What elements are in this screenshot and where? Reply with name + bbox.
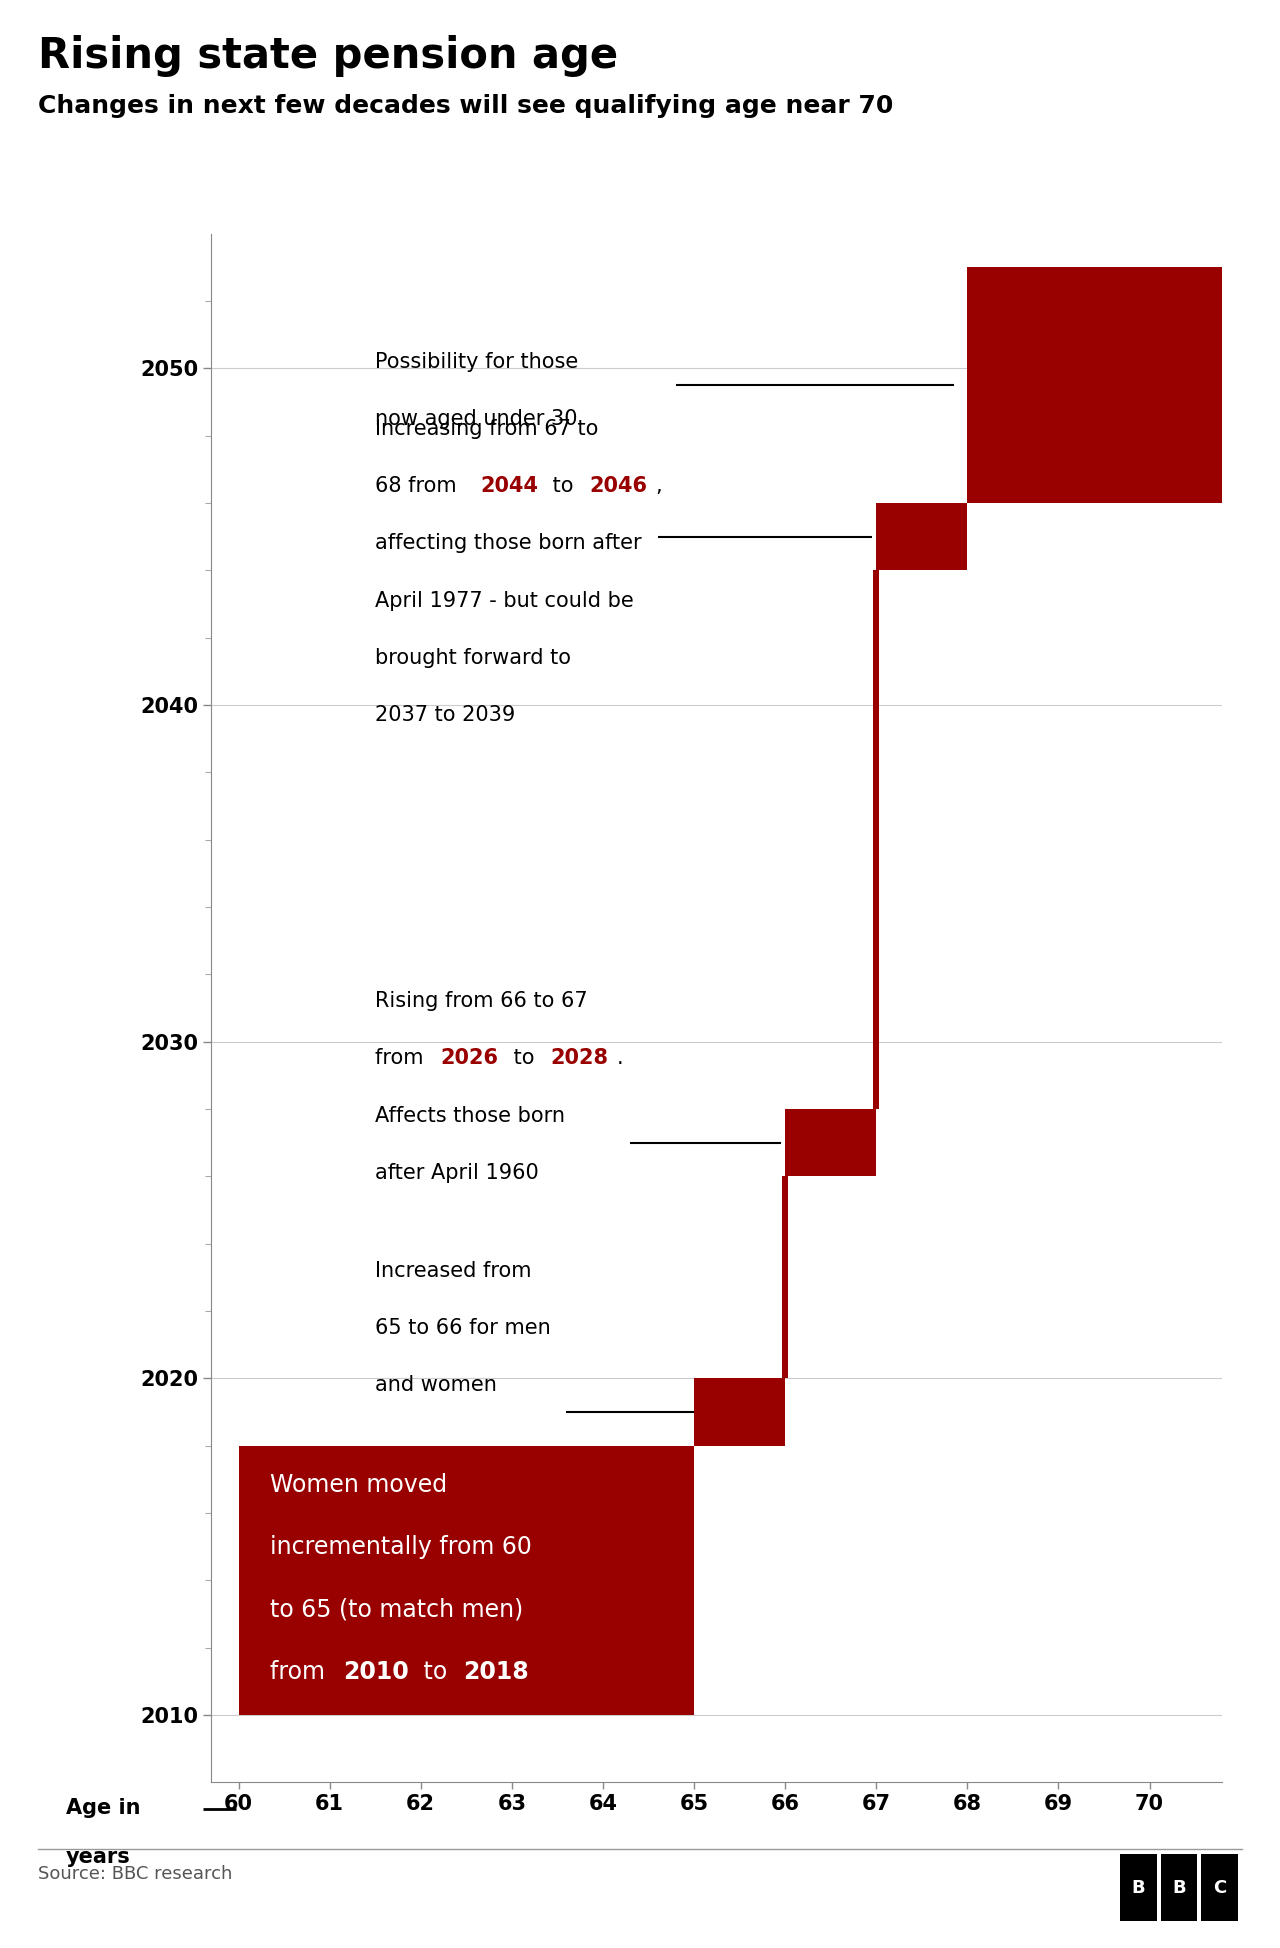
Text: Source: BBC research: Source: BBC research	[38, 1864, 233, 1884]
Text: 2010: 2010	[343, 1660, 410, 1683]
Text: to: to	[416, 1660, 454, 1683]
Bar	[782, 1177, 788, 1379]
Bar	[1120, 1854, 1157, 1921]
Text: brought forward to: brought forward to	[375, 649, 571, 668]
Text: 2026: 2026	[440, 1048, 499, 1069]
Text: affecting those born after: affecting those born after	[375, 534, 641, 553]
Text: from: from	[270, 1660, 333, 1683]
Text: Rising state pension age: Rising state pension age	[38, 35, 618, 78]
Bar	[238, 1445, 694, 1714]
Text: B: B	[1132, 1878, 1146, 1897]
Text: to: to	[507, 1048, 541, 1069]
Text: Possibility for those: Possibility for those	[375, 351, 579, 372]
Text: Changes in next few decades will see qualifying age near 70: Changes in next few decades will see qua…	[38, 94, 893, 117]
Text: Rising from 66 to 67: Rising from 66 to 67	[375, 992, 588, 1011]
Text: Increasing from 67 to: Increasing from 67 to	[375, 419, 599, 438]
Text: after April 1960: after April 1960	[375, 1163, 539, 1182]
Text: 65 to 66 for men: 65 to 66 for men	[375, 1317, 550, 1338]
Text: 2046: 2046	[589, 475, 648, 497]
Text: incrementally from 60: incrementally from 60	[270, 1535, 532, 1558]
Text: .: .	[617, 1048, 623, 1069]
Text: now aged under 30: now aged under 30	[375, 409, 577, 429]
Text: Women moved: Women moved	[270, 1473, 448, 1496]
Text: Age in: Age in	[65, 1798, 141, 1817]
Text: to 65 (to match men): to 65 (to match men)	[270, 1597, 524, 1621]
Text: 2037 to 2039: 2037 to 2039	[375, 705, 516, 725]
Text: Increased from: Increased from	[375, 1260, 531, 1280]
Text: 2028: 2028	[550, 1048, 608, 1069]
Bar	[877, 503, 968, 571]
Text: 2044: 2044	[480, 475, 538, 497]
Bar	[1161, 1854, 1197, 1921]
Text: Affects those born: Affects those born	[375, 1106, 566, 1126]
Text: to: to	[547, 475, 581, 497]
Bar	[873, 571, 879, 1108]
Bar	[968, 267, 1222, 503]
Text: 68 from: 68 from	[375, 475, 463, 497]
Text: B: B	[1172, 1878, 1185, 1897]
Text: years: years	[65, 1847, 131, 1866]
Text: April 1977 - but could be: April 1977 - but could be	[375, 590, 634, 610]
Text: from: from	[375, 1048, 430, 1069]
Bar	[785, 1108, 877, 1177]
Text: and women: and women	[375, 1375, 497, 1395]
Text: C: C	[1212, 1878, 1226, 1897]
Text: 2018: 2018	[463, 1660, 530, 1683]
Bar	[1201, 1854, 1238, 1921]
Bar	[694, 1379, 785, 1445]
Text: ,: ,	[655, 475, 662, 497]
